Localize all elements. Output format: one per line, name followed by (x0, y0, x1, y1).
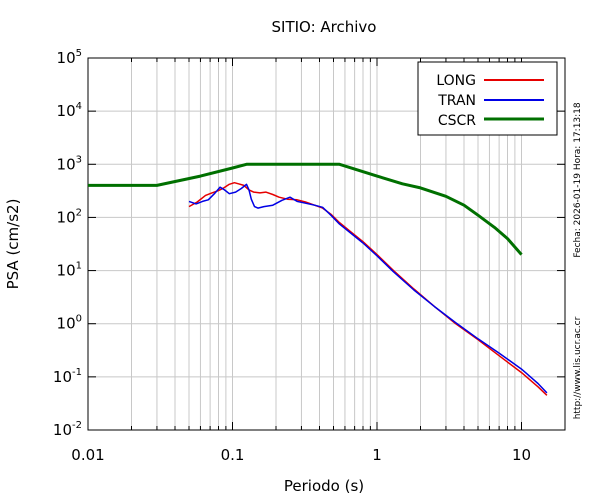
x-tick-label: 0.1 (221, 446, 245, 464)
y-tick-label: 10-1 (53, 367, 82, 386)
legend-label-tran: TRAN (437, 93, 476, 109)
y-tick-label: 104 (57, 101, 82, 120)
timestamp-text: Fecha: 2026-01-19 Hora: 17:13:18 (573, 102, 583, 258)
legend: LONG TRAN CSCR (417, 61, 558, 136)
chart-title: SITIO: Archivo (272, 18, 377, 36)
x-tick-label: 0.01 (71, 446, 104, 464)
plot-frame (87, 57, 566, 431)
y-tick-label: 105 (57, 48, 82, 67)
y-tick-label: 101 (57, 261, 82, 280)
y-tick-label: 103 (57, 154, 82, 173)
x-axis-title: Periodo (s) (284, 477, 364, 495)
y-tick-label: 10-2 (53, 420, 82, 439)
y-axis-title: PSA (cm/s2) (4, 199, 22, 290)
x-tick-label: 10 (512, 446, 531, 464)
axis-ticks (88, 57, 565, 431)
grid (88, 58, 565, 430)
x-tick-labels: 0.01 0.1 1 10 (71, 446, 531, 464)
series-line-tran (188, 183, 548, 394)
series-line-cscr (88, 162, 523, 256)
series (88, 162, 548, 396)
legend-label-long: LONG (436, 73, 476, 89)
legend-label-cscr: CSCR (438, 113, 476, 129)
series-line-long (188, 181, 548, 396)
x-tick-label: 1 (372, 446, 382, 464)
url-text: http://www.lis.ucr.ac.cr (573, 316, 583, 419)
legend-box (417, 61, 558, 136)
y-tick-label: 100 (57, 314, 82, 333)
y-tick-label: 102 (57, 207, 82, 226)
y-tick-labels: 10-2 10-1 100 101 102 103 104 105 (53, 48, 82, 439)
